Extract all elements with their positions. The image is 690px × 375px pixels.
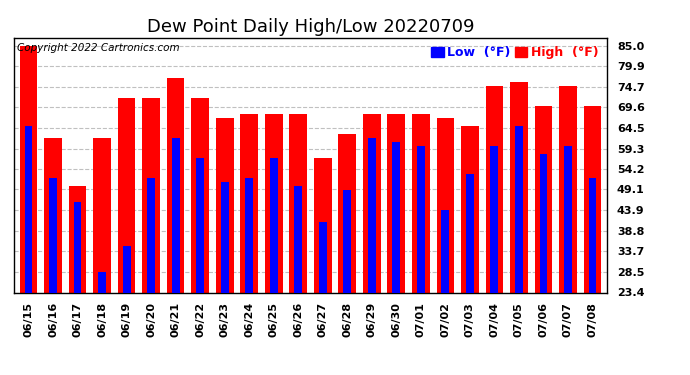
Bar [559, 86, 577, 292]
Bar [442, 210, 449, 292]
Bar [98, 272, 106, 292]
Bar [221, 182, 228, 292]
Bar [245, 178, 253, 292]
Bar [123, 246, 130, 292]
Bar [589, 178, 596, 292]
Bar [363, 114, 381, 292]
Bar [491, 146, 498, 292]
Bar [388, 114, 405, 292]
Legend: Low  (°F), High  (°F): Low (°F), High (°F) [428, 44, 601, 62]
Bar [393, 142, 400, 292]
Bar [461, 126, 479, 292]
Bar [93, 138, 111, 292]
Bar [584, 106, 601, 292]
Bar [314, 158, 332, 292]
Bar [368, 138, 376, 292]
Bar [172, 138, 179, 292]
Bar [69, 186, 86, 292]
Bar [295, 186, 302, 292]
Bar [339, 134, 356, 292]
Bar [535, 106, 552, 292]
Bar [118, 98, 135, 292]
Bar [486, 86, 503, 292]
Bar [25, 126, 32, 292]
Bar [147, 178, 155, 292]
Bar [20, 45, 37, 292]
Title: Dew Point Daily High/Low 20220709: Dew Point Daily High/Low 20220709 [147, 18, 474, 36]
Bar [417, 146, 425, 292]
Bar [142, 98, 160, 292]
Bar [265, 114, 282, 292]
Bar [412, 114, 430, 292]
Bar [191, 98, 209, 292]
Bar [344, 190, 351, 292]
Bar [270, 158, 277, 292]
Bar [564, 146, 572, 292]
Bar [289, 114, 307, 292]
Bar [49, 178, 57, 292]
Bar [216, 118, 233, 292]
Bar [319, 222, 326, 292]
Bar [240, 114, 258, 292]
Text: Copyright 2022 Cartronics.com: Copyright 2022 Cartronics.com [17, 43, 179, 52]
Bar [44, 138, 62, 292]
Bar [510, 82, 528, 292]
Bar [74, 202, 81, 292]
Bar [540, 154, 547, 292]
Bar [437, 118, 454, 292]
Bar [515, 126, 523, 292]
Bar [196, 158, 204, 292]
Bar [466, 174, 474, 292]
Bar [167, 78, 184, 292]
